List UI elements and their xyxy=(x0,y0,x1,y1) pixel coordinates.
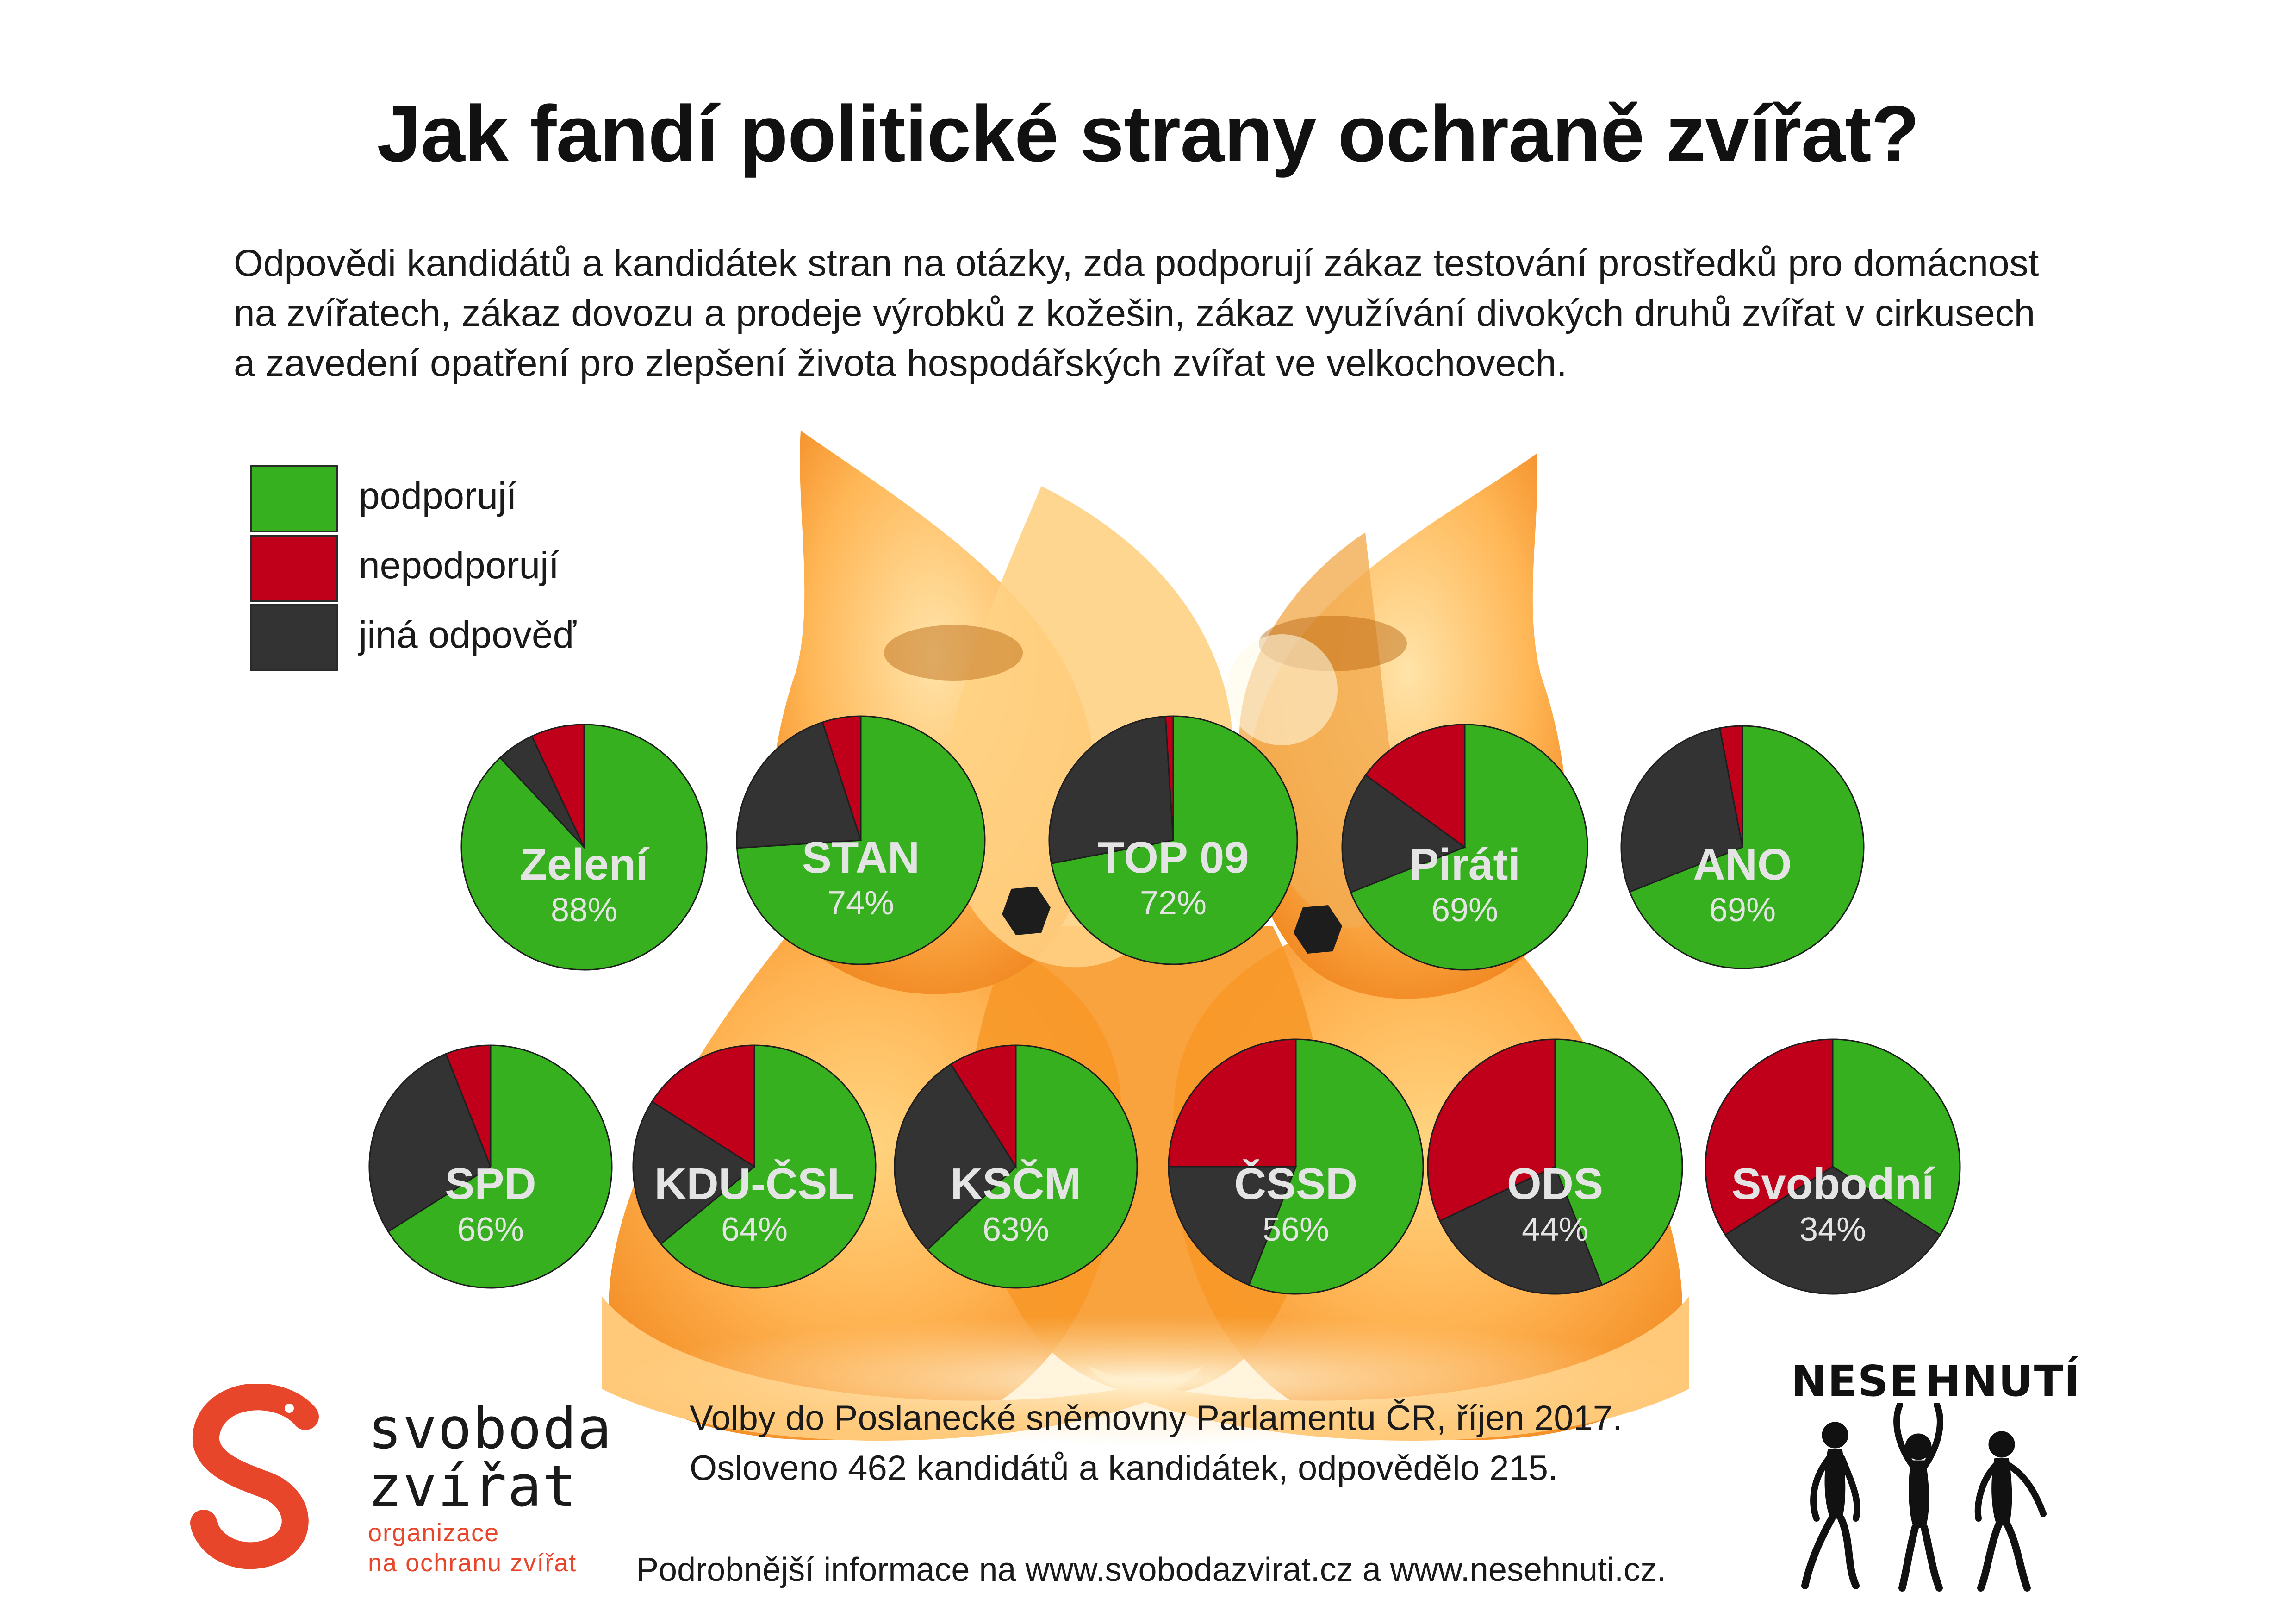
chart-title: Jak fandí politické strany ochraně zvířa… xyxy=(377,89,1919,178)
pie-slice-other xyxy=(1048,715,1174,864)
pie-slice-support xyxy=(1554,1038,1683,1286)
pie-slice-oppose xyxy=(651,1044,755,1168)
legend-label-other: jiná odpověď xyxy=(359,614,576,656)
legend-item-other: jiná odpověď xyxy=(250,604,666,674)
pie-slice-oppose xyxy=(821,715,862,841)
pie-slice-oppose xyxy=(1168,1038,1297,1168)
pie-party-label: Piráti xyxy=(1409,840,1520,889)
pie-slice-oppose xyxy=(531,724,585,848)
pie-slice-support xyxy=(1050,715,1298,965)
logo-name-line-2: zvířat xyxy=(368,1454,578,1519)
svoboda-zvirat-s-icon xyxy=(190,1384,319,1569)
nesehnuti-word-1: NESE xyxy=(1791,1356,1919,1406)
pie-slice-oppose xyxy=(1427,1038,1556,1222)
subtitle-line-2: na zvířatech, zákaz dovozu a prodeje výr… xyxy=(234,292,2035,334)
pie-slice-support xyxy=(1248,1038,1424,1295)
subtitle-line-1: Odpovědi kandidátů a kandidátek stran na… xyxy=(234,242,2039,284)
footnote-line-2: Osloveno 462 kandidátů a kandidátek, odp… xyxy=(690,1449,1558,1488)
pie-slice-oppose xyxy=(1719,725,1743,848)
pie-slice-oppose xyxy=(950,1044,1017,1169)
pie-slice-other xyxy=(632,1100,756,1245)
pie-slice-support xyxy=(926,1044,1138,1289)
chart-subtitle: Odpovědi kandidátů a kandidátek stran na… xyxy=(234,238,2178,388)
pie-slice-support xyxy=(1629,725,1865,969)
logo-name-line-1: svoboda xyxy=(368,1396,613,1462)
pie-party-label: Zelení xyxy=(520,840,650,889)
logo-sub-line-1: organizace xyxy=(368,1519,500,1547)
svoboda-zvirat-logo: svoboda zvířat organizace na ochranu zví… xyxy=(190,1384,653,1579)
pie-slice-support xyxy=(1350,724,1588,971)
subtitle-line-3: a zavedení opatření pro zlepšení života … xyxy=(234,342,1567,384)
pie-percent-label: 74% xyxy=(828,885,894,922)
pie-party-label: KSČM xyxy=(951,1159,1082,1209)
pie-percent-label: 63% xyxy=(983,1211,1049,1248)
pie-slice-support xyxy=(387,1044,613,1289)
legend-swatch-support xyxy=(250,465,338,532)
pie-percent-label: 44% xyxy=(1522,1211,1588,1248)
pie-party-label: ČSSD xyxy=(1234,1159,1358,1209)
more-info-text: Podrobnější informace na www.svobodazvir… xyxy=(636,1551,1667,1588)
pie-slice-support xyxy=(1832,1038,1961,1236)
pie-percent-label: 56% xyxy=(1263,1211,1329,1248)
pie-slice-other xyxy=(894,1063,1017,1251)
legend-item-oppose: nepodporují xyxy=(250,535,666,604)
pie-percent-label: 69% xyxy=(1709,892,1776,929)
legend-swatch-oppose xyxy=(250,535,338,602)
legend-label-oppose: nepodporují xyxy=(359,544,560,587)
pie-slice-oppose xyxy=(1364,724,1466,849)
pie-party-label: TOP 09 xyxy=(1097,833,1249,882)
pie-slice-oppose xyxy=(1164,715,1174,841)
pie-slice-other xyxy=(1620,727,1743,893)
nesehnuti-word-2: HNUTÍ xyxy=(1925,1356,2081,1406)
pie-percent-label: 64% xyxy=(721,1211,788,1248)
pie-slice-support xyxy=(660,1044,877,1289)
legend-label-support: podporují xyxy=(359,475,517,517)
footnote-line-1: Volby do Poslanecké sněmovny Parlamentu … xyxy=(690,1399,1623,1438)
nesehnuti-logo: NESE HNUTÍ xyxy=(1791,1352,2080,1593)
pie-party-label: Svobodní xyxy=(1731,1159,1935,1209)
pie-slice-other xyxy=(1341,774,1467,893)
pie-percent-label: 69% xyxy=(1431,892,1498,929)
pie-party-label: SPD xyxy=(445,1159,536,1209)
pie-slice-other xyxy=(1439,1165,1603,1295)
logo-sub-line-2: na ochranu zvířat xyxy=(368,1549,577,1577)
pie-percent-label: 88% xyxy=(551,892,617,929)
pie-party-label: STAN xyxy=(802,833,920,882)
pie-percent-label: 66% xyxy=(457,1211,524,1248)
pie-slice-other xyxy=(368,1053,492,1233)
pie-party-label: ODS xyxy=(1507,1159,1603,1209)
pie-party-label: ANO xyxy=(1693,840,1792,889)
pie-slice-oppose xyxy=(1705,1038,1834,1236)
legend-swatch-other xyxy=(250,604,338,671)
footnote: Volby do Poslanecké sněmovny Parlamentu … xyxy=(690,1393,1622,1493)
pie-slice-other xyxy=(1168,1166,1297,1286)
pie-slice-other xyxy=(736,721,862,849)
pie-percent-label: 72% xyxy=(1140,885,1207,922)
pie-slice-oppose xyxy=(445,1044,492,1167)
dancing-figures-icon xyxy=(1801,1403,2047,1592)
pie-slice-other xyxy=(1724,1166,1941,1295)
legend-item-support: podporují xyxy=(250,465,666,535)
pie-party-label: KDU-ČSL xyxy=(654,1159,854,1209)
pie-percent-label: 34% xyxy=(1799,1211,1866,1248)
